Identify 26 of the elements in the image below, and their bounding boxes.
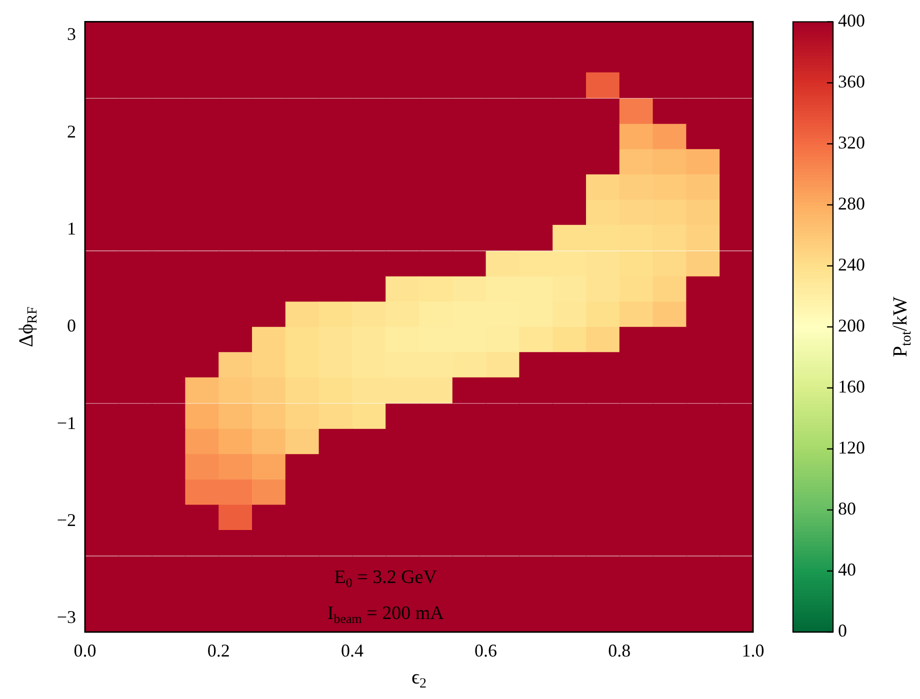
- color-bar-label: 40: [838, 560, 856, 580]
- color-bar-title: Ptot/kW: [889, 296, 915, 358]
- color-bar-label: 200: [838, 316, 865, 336]
- color-bar-label: 360: [838, 72, 865, 92]
- x-tick-label: 0.8: [608, 640, 631, 661]
- y-tick-label: −3: [56, 607, 76, 628]
- y-tick-label: −2: [56, 510, 76, 530]
- y-axis-title: ΔϕRF: [15, 306, 41, 348]
- y-tick-label: −1: [56, 412, 76, 433]
- y-tick-label: 1: [67, 218, 76, 238]
- x-tick-label: 0.4: [340, 640, 364, 661]
- color-bar-label: 120: [838, 438, 865, 458]
- x-tick-label: 1.0: [742, 640, 764, 661]
- color-bar-label: 280: [838, 194, 865, 214]
- color-bar-label: 0: [838, 620, 847, 641]
- color-bar-label: 240: [838, 254, 865, 275]
- y-tick-label: 0: [67, 316, 76, 336]
- color-bar-label: 400: [838, 10, 865, 31]
- color-bar-label: 80: [838, 498, 856, 519]
- x-tick-label: 0.2: [207, 640, 230, 661]
- x-tick-label: 0.6: [474, 640, 498, 661]
- x-tick-label: 0.0: [74, 640, 96, 661]
- y-tick-label: 2: [67, 121, 76, 142]
- color-bar-label: 160: [838, 376, 865, 397]
- color-bar-label: 320: [838, 132, 865, 153]
- y-tick-label: 3: [67, 24, 76, 44]
